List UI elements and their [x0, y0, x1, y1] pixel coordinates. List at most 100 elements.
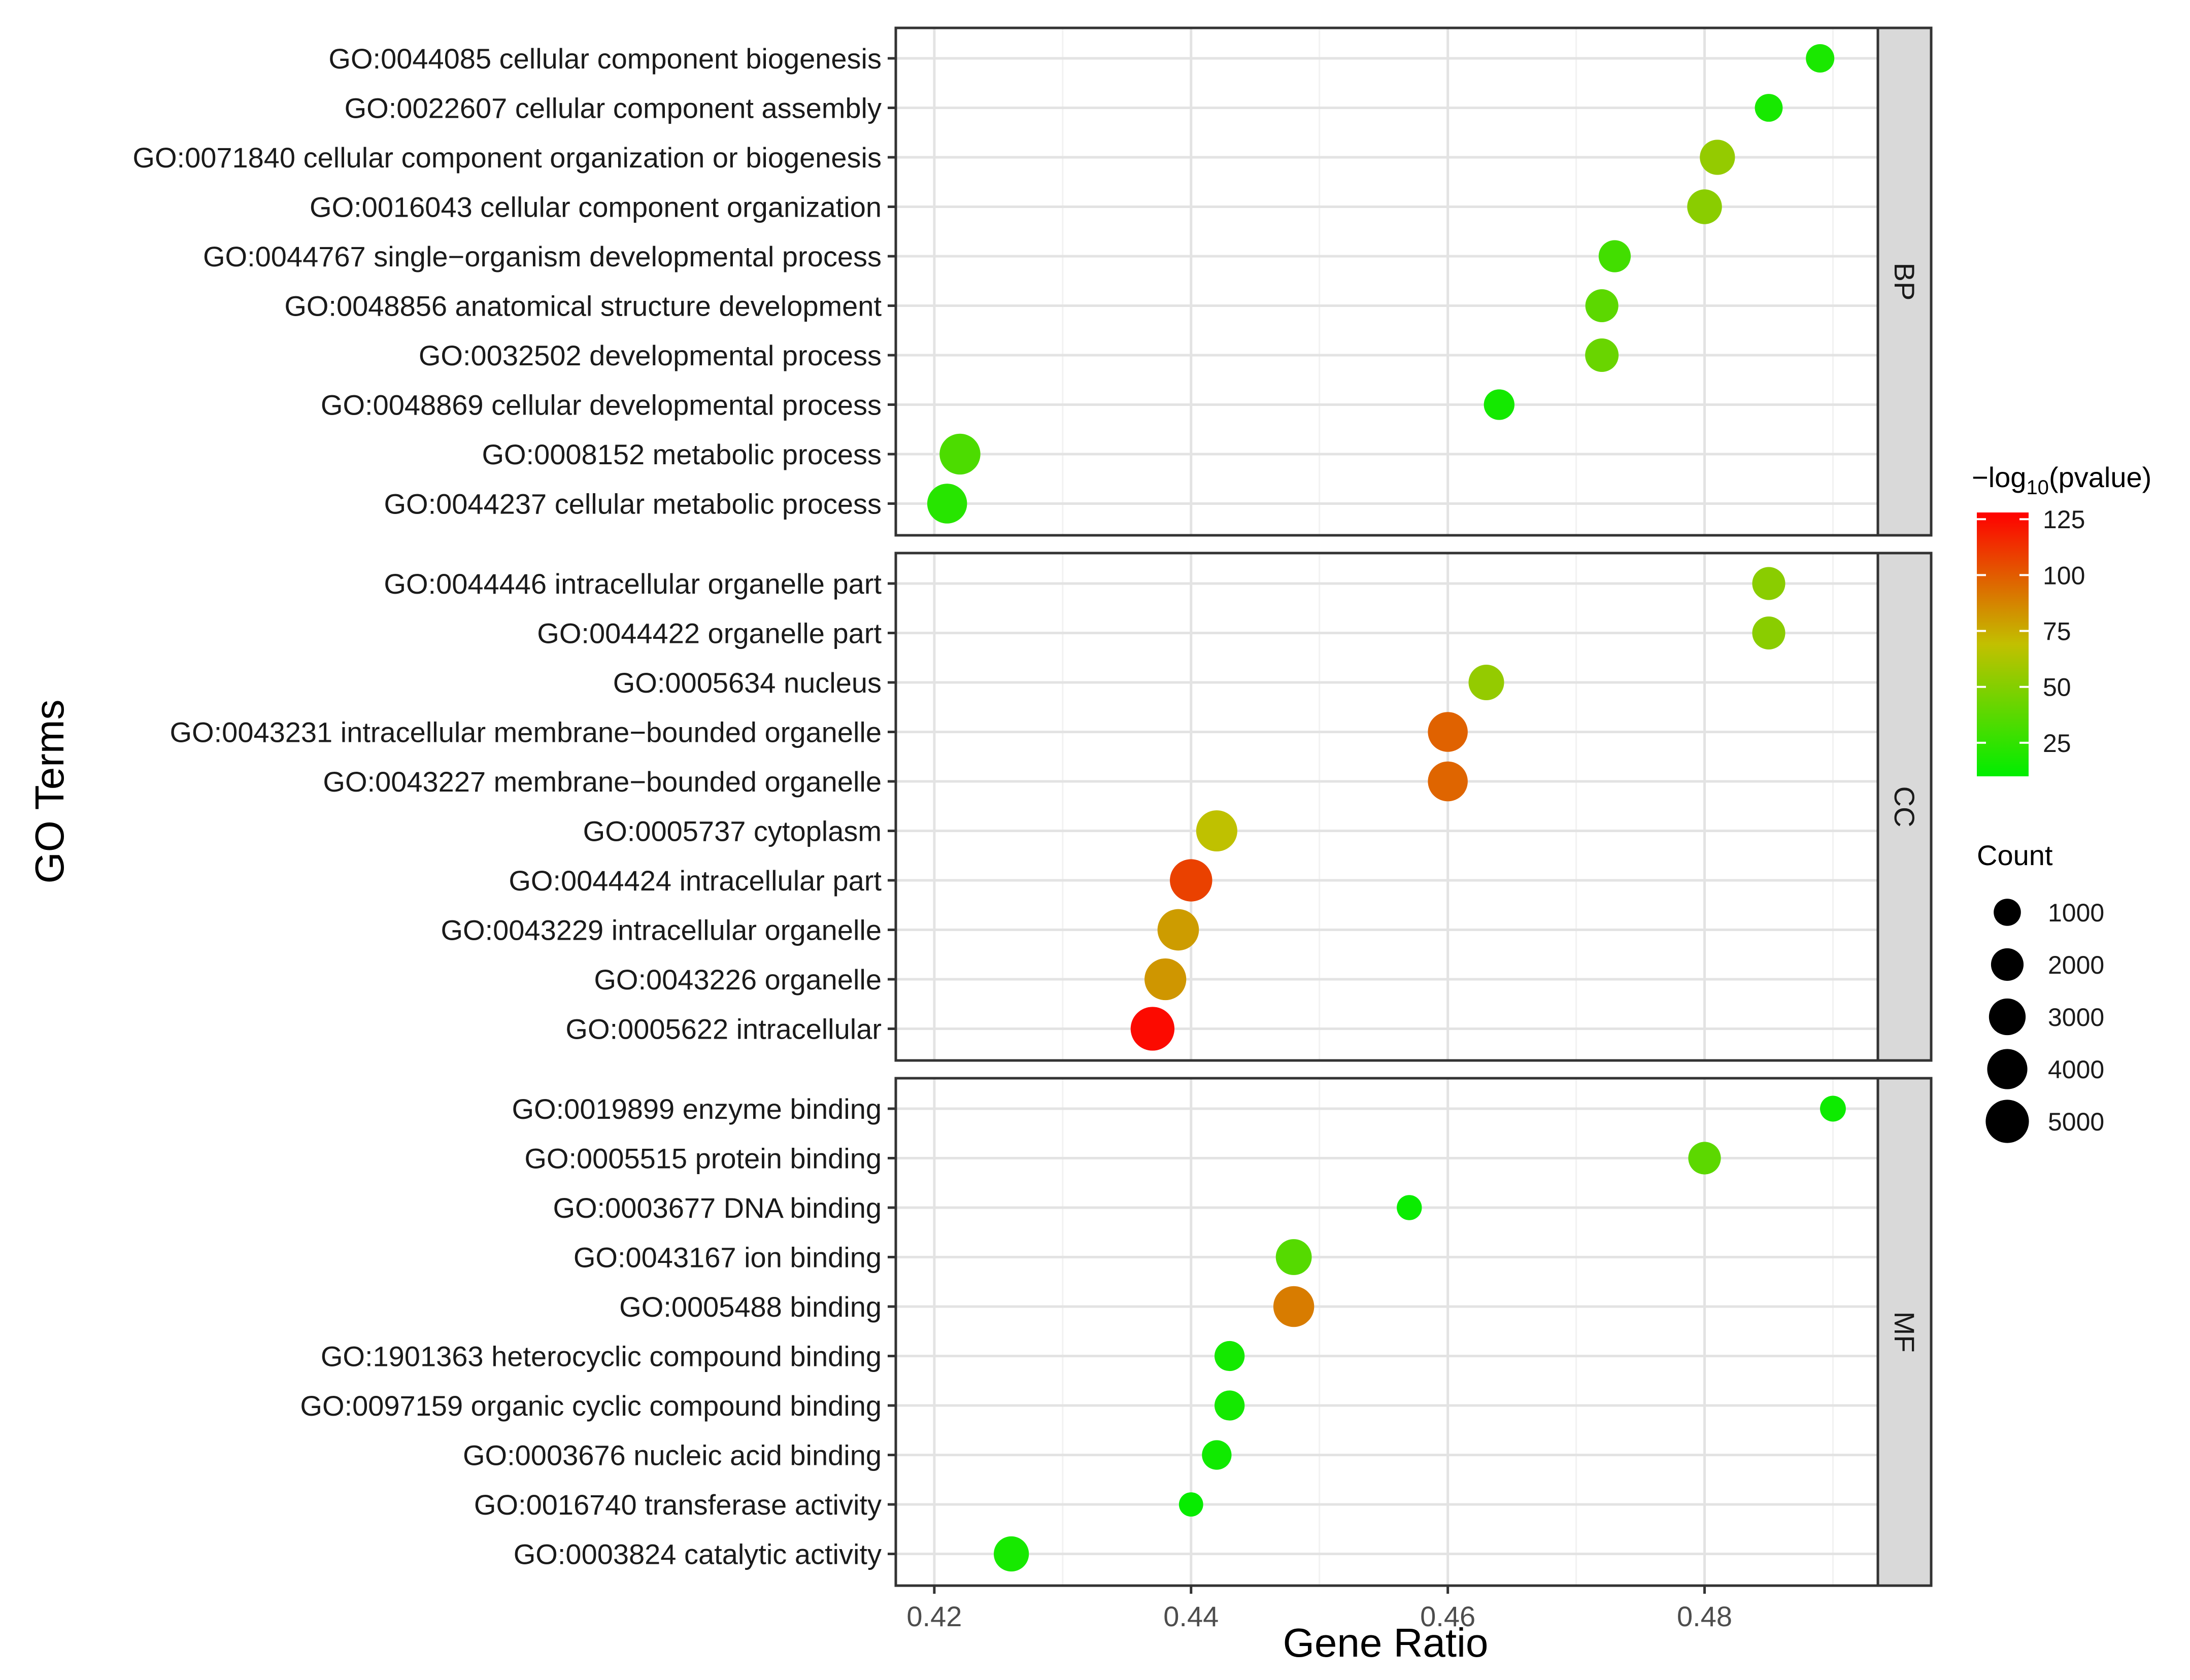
color-legend-ticks: 25 50 75 100 125 — [1977, 505, 2085, 758]
go-term-label: GO:0005634 nucleus — [613, 667, 882, 699]
go-term-label: GO:0043229 intracellular organelle — [441, 914, 882, 946]
x-tick-label: 0.48 — [1677, 1600, 1732, 1632]
go-term-label: GO:0044085 cellular component biogenesis — [328, 43, 882, 75]
data-point — [939, 433, 981, 475]
data-point — [1820, 1095, 1846, 1122]
panel-background — [896, 28, 1878, 535]
size-legend: Count 1000 2000 3000 4000 5000 — [1977, 839, 2104, 1143]
x-axis: 0.42 0.44 0.46 0.48 — [906, 1586, 1732, 1632]
go-term-label: GO:0005622 intracellular — [565, 1013, 882, 1045]
size-legend-dot — [1991, 948, 2024, 981]
size-legend-label: 2000 — [2048, 951, 2104, 979]
data-point — [1687, 189, 1722, 224]
color-legend-tick-label: 25 — [2043, 729, 2071, 758]
data-point — [1806, 44, 1835, 73]
x-axis-title: Gene Ratio — [1283, 1620, 1489, 1665]
go-term-label: GO:0032502 developmental process — [419, 339, 882, 371]
size-legend-items: 1000 2000 3000 4000 5000 — [1985, 899, 2104, 1143]
data-point — [1196, 810, 1237, 852]
data-point — [1275, 1239, 1312, 1275]
facet-strip — [1876, 1077, 1933, 1587]
data-point — [1214, 1341, 1245, 1372]
go-term-label: GO:0005515 protein binding — [524, 1143, 882, 1175]
facet-panel-mf: GO:0019899 enzyme binding GO:0005515 prot… — [300, 1077, 1933, 1587]
data-point — [1598, 240, 1631, 272]
go-term-label: GO:0043227 membrane−bounded organelle — [323, 766, 882, 798]
data-point — [927, 484, 967, 524]
go-term-label: GO:0003824 catalytic activity — [514, 1538, 882, 1570]
size-legend-label: 1000 — [2048, 899, 2104, 927]
go-term-label: GO:0044767 single−organism developmental… — [203, 241, 882, 272]
color-legend: −log10(pvalue) 25 50 75 100 125 — [1972, 461, 2151, 776]
color-legend-tick-label: 50 — [2043, 673, 2071, 702]
go-term-label: GO:0008152 metabolic process — [482, 438, 882, 470]
data-point — [1585, 289, 1619, 323]
x-tick-label: 0.44 — [1163, 1600, 1219, 1632]
go-term-label: GO:0005737 cytoplasm — [583, 815, 882, 847]
go-term-label: GO:0097159 organic cyclic compound bindi… — [300, 1390, 882, 1422]
go-term-label: GO:0044422 organelle part — [537, 618, 882, 649]
data-point — [1755, 94, 1783, 122]
data-point — [1397, 1195, 1422, 1220]
data-point — [1273, 1286, 1315, 1327]
x-tick-label: 0.42 — [906, 1600, 962, 1632]
data-point — [1170, 859, 1212, 902]
color-legend-tick-label: 125 — [2043, 505, 2085, 534]
go-term-label: GO:0003676 nucleic acid binding — [463, 1439, 882, 1471]
data-point — [994, 1536, 1029, 1572]
data-point — [1468, 664, 1504, 701]
facet-panel-bp: GO:0044085 cellular component biogenesis… — [132, 26, 1933, 537]
go-term-label: GO:0016740 transferase activity — [474, 1489, 882, 1521]
facet-strip-label: CC — [1889, 786, 1921, 828]
data-point — [1202, 1440, 1232, 1470]
data-point — [1157, 909, 1199, 951]
go-term-label: GO:0005488 binding — [619, 1291, 882, 1323]
go-term-label: GO:0048856 anatomical structure developm… — [284, 290, 882, 322]
facet-panel-cc: GO:0044446 intracellular organelle part G… — [170, 552, 1933, 1062]
facet-strip-label: MF — [1889, 1312, 1921, 1353]
go-term-label: GO:1901363 heterocyclic compound binding — [321, 1341, 882, 1373]
size-legend-title: Count — [1977, 839, 2053, 871]
facet-panels: GO:0044085 cellular component biogenesis… — [132, 26, 1933, 1587]
size-legend-label: 4000 — [2048, 1055, 2104, 1084]
size-legend-dot — [1987, 1049, 2028, 1089]
go-term-label: GO:0071840 cellular component organizati… — [132, 142, 882, 174]
go-term-label: GO:0044424 intracellular part — [509, 865, 882, 897]
x-tick-label: 0.46 — [1420, 1600, 1475, 1632]
go-term-label: GO:0016043 cellular component organizati… — [310, 191, 882, 223]
go-term-label: GO:0019899 enzyme binding — [512, 1093, 882, 1125]
size-legend-dot — [1989, 998, 2026, 1036]
data-point — [1428, 761, 1468, 802]
go-term-label: GO:0044237 cellular metabolic process — [384, 488, 882, 520]
facet-strip — [1876, 26, 1933, 537]
panel-background — [896, 1078, 1878, 1586]
size-legend-label: 5000 — [2048, 1108, 2104, 1136]
color-legend-tick-label: 75 — [2043, 618, 2071, 646]
color-legend-title: −log10(pvalue) — [1972, 461, 2151, 499]
size-legend-dot — [1994, 899, 2021, 926]
go-term-label: GO:0044446 intracellular organelle part — [384, 568, 882, 600]
color-legend-tick-label: 100 — [2043, 561, 2085, 590]
data-point — [1752, 616, 1785, 650]
size-legend-label: 3000 — [2048, 1003, 2104, 1032]
data-point — [1752, 567, 1785, 600]
data-point — [1214, 1390, 1245, 1421]
go-term-label: GO:0043231 intracellular membrane−bounde… — [170, 716, 882, 748]
data-point — [1484, 389, 1515, 420]
go-term-label: GO:0003677 DNA binding — [553, 1192, 882, 1224]
go-term-label: GO:0048869 cellular developmental proces… — [321, 389, 882, 421]
data-point — [1130, 1007, 1175, 1051]
y-axis-title: GO Terms — [27, 699, 72, 883]
color-legend-bar — [1977, 512, 2029, 776]
color-legend-title-prefix: −log — [1972, 461, 2026, 493]
data-point — [1144, 958, 1187, 1001]
data-point — [1428, 712, 1468, 752]
data-point — [1178, 1492, 1203, 1517]
go-term-label: GO:0043167 ion binding — [574, 1242, 882, 1274]
data-point — [1585, 338, 1619, 372]
facet-strip — [1876, 552, 1933, 1062]
facet-strip-label: BP — [1889, 263, 1921, 301]
data-point — [1688, 1142, 1721, 1175]
